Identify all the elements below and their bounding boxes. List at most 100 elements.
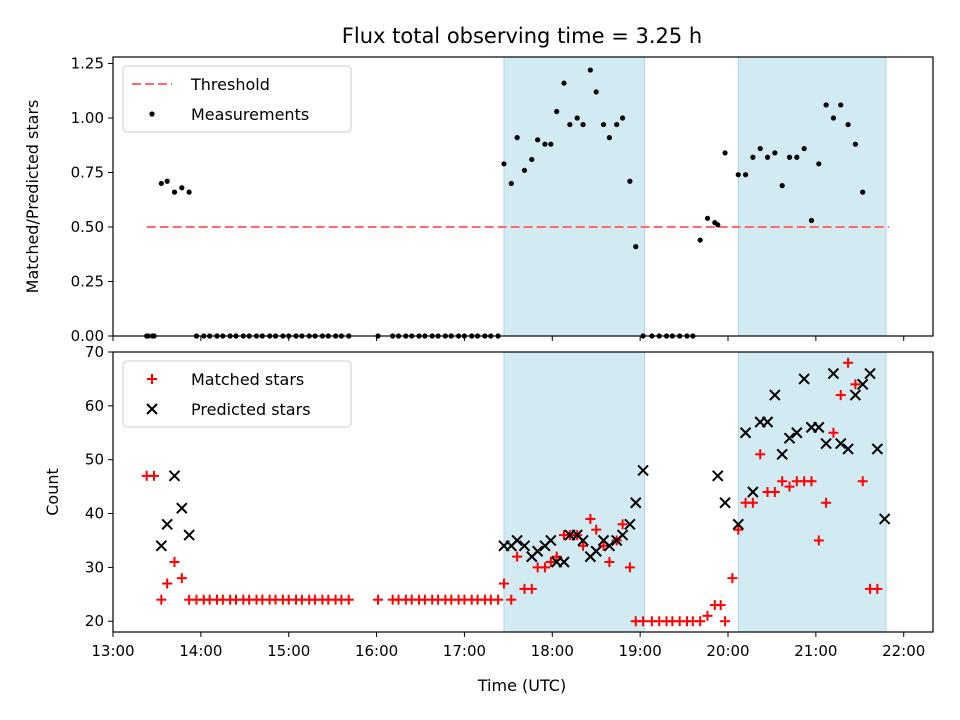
predicted-star-stroke-b	[871, 443, 884, 455]
measurement-point	[801, 145, 807, 152]
matched-star-point	[872, 583, 883, 594]
y-tick-label: 40	[85, 505, 104, 523]
x-tick-label: 22:00	[882, 642, 925, 660]
predicted-star-stroke-b	[531, 545, 544, 557]
measurement-point	[845, 121, 851, 128]
predicted-star-point	[857, 378, 869, 391]
predicted-star-stroke-b	[849, 389, 862, 401]
measurement-point	[633, 244, 639, 250]
legend-label: Threshold	[190, 75, 270, 94]
y-tick-label: 1.00	[71, 109, 104, 127]
predicted-star-point	[719, 497, 731, 509]
matched-star-point	[149, 470, 159, 481]
y-axis-label: Count	[43, 468, 62, 516]
predicted-star-stroke-b	[732, 518, 744, 531]
predicted-star-stroke-b	[842, 443, 854, 455]
y-tick-label: 0.00	[71, 327, 104, 345]
measurement-point	[779, 183, 785, 189]
chart-title: Flux total observing time = 3.25 h	[342, 24, 702, 48]
matched-star-point	[526, 583, 537, 594]
matched-star-point	[512, 551, 523, 562]
predicted-star-point	[155, 540, 168, 552]
matched-star-point	[695, 616, 706, 627]
predicted-star-point	[761, 416, 774, 428]
predicted-star-point	[531, 545, 544, 557]
measurement-point	[750, 154, 756, 160]
measurement-point	[619, 115, 626, 121]
x-tick-label: 15:00	[267, 642, 310, 660]
legend-measurement-swatch	[149, 111, 155, 117]
predicted-star-point	[616, 529, 629, 541]
plot-frame	[112, 351, 934, 633]
predicted-star-point	[864, 367, 876, 380]
matched-star-point	[715, 600, 726, 611]
y-axis-label: Matched/Predicted stars	[23, 100, 42, 294]
predicted-star-stroke-b	[545, 534, 557, 547]
matched-star-point	[806, 476, 817, 487]
predicted-star-point	[590, 545, 602, 557]
predicted-star-stroke-b	[776, 448, 788, 461]
y-tick-label: 60	[85, 397, 104, 415]
predicted-star-point	[871, 443, 884, 455]
predicted-star-point	[776, 448, 788, 461]
measurement-point	[823, 102, 829, 108]
predicted-star-stroke-b	[558, 556, 570, 568]
panel-ratio: 0.00 0.25 0.50 0.75 1.00 1.25 Matched/Predicte…	[23, 55, 934, 345]
predicted-star-point	[827, 367, 840, 380]
y-tick-label: 0.75	[71, 164, 104, 182]
matched-star-point	[733, 524, 744, 535]
matched-star-point	[162, 578, 173, 589]
predicted-star-stroke-b	[864, 367, 876, 380]
matched-star-point	[343, 594, 354, 605]
measurement-point	[860, 189, 866, 195]
measurement-point	[508, 180, 514, 187]
predicted-star-stroke-b	[712, 470, 724, 482]
measurement-point	[567, 121, 573, 128]
matched-star-point	[777, 476, 788, 487]
predicted-star-stroke-b	[183, 529, 195, 541]
matched-star-point	[176, 573, 187, 584]
measurement-point	[852, 141, 858, 147]
measurement-point	[535, 137, 541, 143]
matched-star-point	[850, 379, 861, 390]
measurement-point	[742, 172, 749, 178]
legend-predicted-swatch-b	[146, 403, 158, 415]
measurement-point	[542, 141, 548, 147]
predicted-star-stroke-b	[835, 437, 847, 450]
matched-star-point	[585, 513, 596, 524]
measurement-point	[772, 150, 778, 156]
predicted-star-point	[849, 389, 862, 401]
predicted-star-point	[747, 486, 759, 498]
predicted-star-stroke-b	[168, 470, 181, 482]
legend-label: Matched stars	[191, 370, 304, 389]
measurement-point	[715, 222, 721, 228]
measurement-point	[179, 185, 185, 191]
plot-frame	[112, 56, 934, 337]
x-tick-label: 16:00	[355, 642, 398, 660]
predicted-star-stroke-b	[769, 389, 781, 401]
x-tick-label: 13:00	[91, 642, 134, 660]
predicted-star-point	[842, 443, 854, 455]
predicted-star-stroke-b	[161, 518, 173, 531]
predicted-star-stroke-b	[577, 534, 589, 547]
predicted-star-stroke-b	[820, 437, 832, 450]
matched-star-point	[720, 616, 731, 627]
predicted-star-stroke-b	[637, 464, 649, 477]
predicted-star-point	[820, 437, 832, 450]
measurement-point	[697, 237, 703, 243]
measurement-point	[554, 108, 560, 115]
matched-star-point	[604, 557, 615, 567]
legend-label: Measurements	[191, 105, 309, 124]
measurement-point	[158, 180, 164, 187]
measurement-point	[808, 217, 815, 224]
predicted-star-stroke-b	[571, 529, 583, 541]
measurement-point	[574, 115, 580, 121]
matched-star-point	[156, 594, 167, 605]
x-tick-label: 17:00	[443, 642, 486, 660]
predicted-star-point	[637, 464, 649, 477]
y-tick-label: 1.25	[71, 55, 104, 73]
measurement-point	[794, 154, 800, 160]
predicted-star-stroke-b	[813, 421, 825, 434]
measurement-point	[838, 102, 844, 108]
